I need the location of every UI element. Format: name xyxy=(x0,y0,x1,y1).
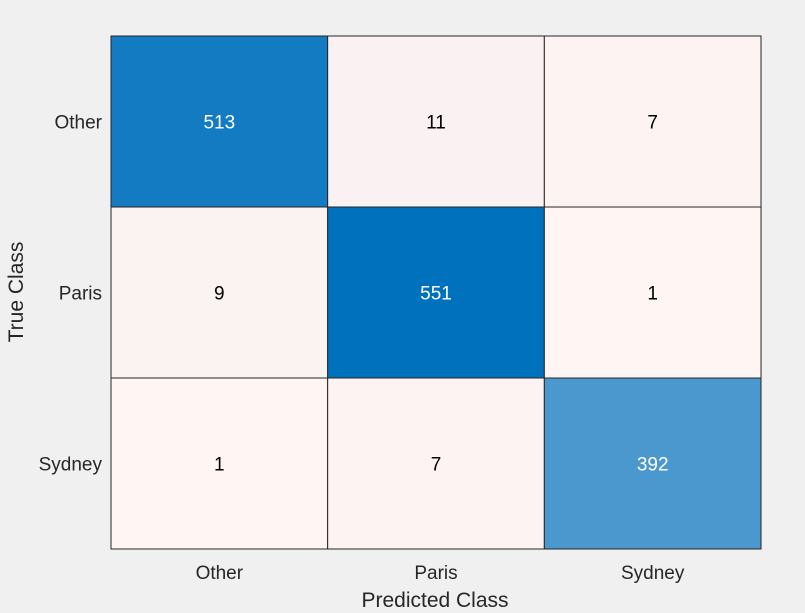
cell-value-paris-sydney: 1 xyxy=(647,284,658,305)
cell-value-sydney-sydney: 392 xyxy=(637,455,669,476)
x-tick-paris: Paris xyxy=(414,563,457,584)
matrix-cell-other-sydney xyxy=(543,35,762,208)
x-tick-labels: Other Paris Sydney xyxy=(196,563,685,584)
y-tick-other: Other xyxy=(54,113,102,134)
cell-value-paris-other: 9 xyxy=(214,284,225,305)
matrix-cell-other-other xyxy=(110,35,329,208)
y-axis-label: True Class xyxy=(5,242,28,343)
cell-value-sydney-other: 1 xyxy=(214,455,225,476)
matrix-cell-paris-sydney xyxy=(543,206,762,379)
matrix-cell-sydney-other xyxy=(110,377,329,550)
matrix-cell-sydney-sydney xyxy=(543,377,762,550)
x-tick-other: Other xyxy=(196,563,244,584)
matrix-cell-other-paris xyxy=(327,35,545,208)
cell-value-paris-paris: 551 xyxy=(420,284,452,305)
x-tick-sydney: Sydney xyxy=(621,563,685,584)
matrix-cell-paris-other xyxy=(110,206,329,379)
matrix-cell-sydney-paris xyxy=(327,377,545,550)
matrix-cells xyxy=(110,35,762,550)
cell-value-other-sydney: 7 xyxy=(647,113,658,134)
matrix-cell-labels: 513 11 79 551 11 7 392 xyxy=(203,113,668,476)
cell-value-sydney-paris: 7 xyxy=(431,455,442,476)
x-axis-label: Predicted Class xyxy=(361,589,508,612)
cell-value-other-other: 513 xyxy=(203,113,235,134)
y-tick-paris: Paris xyxy=(59,284,102,305)
y-tick-labels: Other Paris Sydney xyxy=(39,113,103,476)
y-tick-sydney: Sydney xyxy=(39,455,103,476)
cell-value-other-paris: 11 xyxy=(426,113,446,134)
